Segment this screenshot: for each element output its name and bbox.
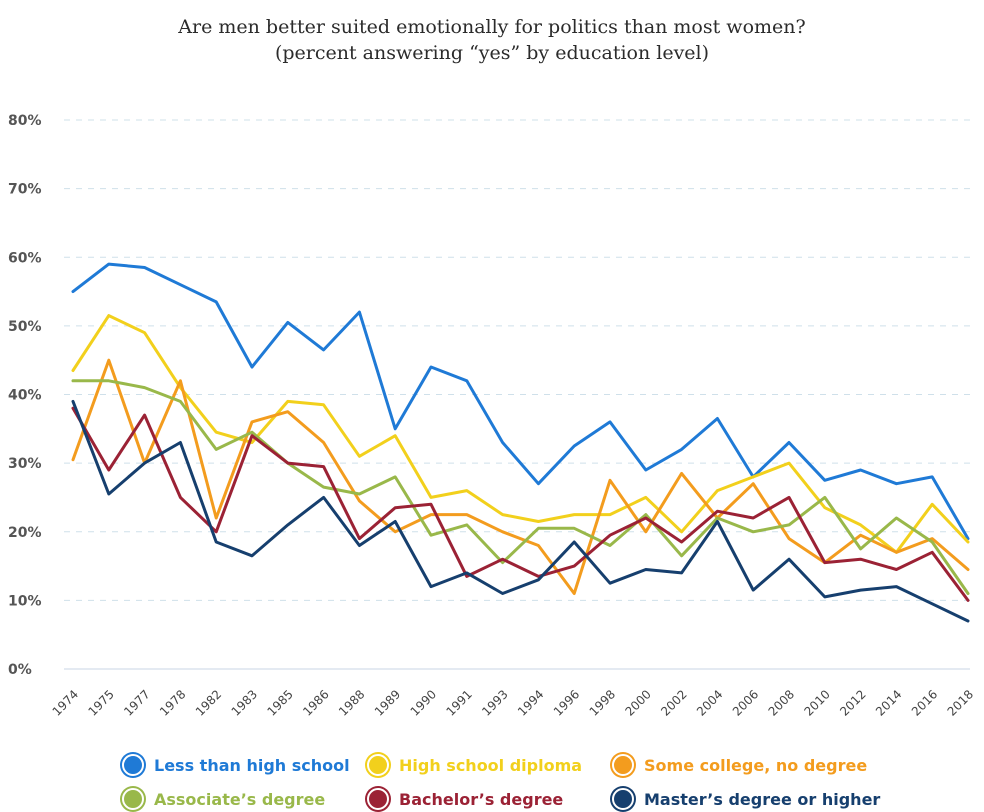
legend-label: Bachelor’s degree — [399, 789, 564, 809]
x-tick-label: 1982 — [193, 687, 224, 718]
y-tick-label: 60% — [8, 250, 42, 266]
x-tick-label: 1994 — [515, 687, 546, 718]
series-line — [71, 379, 970, 595]
x-tick-label: 1996 — [551, 687, 582, 718]
x-tick-label: 1989 — [372, 687, 403, 718]
grid-lines — [64, 119, 970, 670]
x-tick-label: 2008 — [766, 687, 797, 718]
legend-label: Master’s degree or higher — [644, 789, 881, 809]
legend-label: Associate’s degree — [154, 789, 326, 809]
legend-item: Bachelor’s degree — [367, 786, 563, 812]
x-tick-label: 2010 — [801, 687, 832, 718]
legend-item: Some college, no degree — [612, 752, 867, 778]
x-tick-label: 1983 — [229, 687, 260, 718]
legend-swatch — [122, 788, 144, 810]
x-axis-ticks: 1974 1975 1977 1978 1982 1983 1985 1986 1988 1989… — [50, 687, 976, 718]
chart-title-block: Are men better suited emotionally for po… — [0, 14, 984, 66]
x-tick-label: 2000 — [622, 687, 653, 718]
y-tick-label: 80% — [8, 113, 42, 129]
series-line — [71, 262, 970, 541]
y-tick-label: 10% — [8, 593, 42, 609]
x-tick-label: 2016 — [909, 687, 940, 718]
x-tick-label: 1977 — [121, 687, 152, 718]
x-tick-label: 2014 — [873, 687, 904, 718]
x-tick-label: 2018 — [945, 687, 976, 718]
y-tick-label: 40% — [8, 388, 42, 404]
x-tick-label: 1986 — [300, 687, 331, 718]
y-tick-label: 20% — [8, 525, 42, 541]
series-line — [71, 406, 970, 602]
x-tick-label: 1991 — [443, 687, 474, 718]
series-line — [71, 399, 970, 623]
y-tick-label: 50% — [8, 319, 42, 335]
x-tick-label: 1985 — [264, 687, 295, 718]
legend-label: Some college, no degree — [644, 755, 868, 775]
chart-subtitle: (percent answering “yes” by education le… — [274, 42, 710, 64]
y-axis-ticks: 0% 10% 20% 30% 40% 50% 60% 70% 80% — [8, 113, 42, 678]
series-lines — [71, 262, 970, 623]
chart-title: Are men better suited emotionally for po… — [178, 16, 806, 38]
x-tick-label: 1978 — [157, 687, 188, 718]
legend-swatch — [367, 788, 389, 810]
series-line — [71, 358, 970, 595]
legend-swatch — [122, 754, 144, 776]
x-tick-label: 1988 — [336, 687, 367, 718]
legend-item: High school diploma — [367, 752, 582, 778]
x-tick-label: 2004 — [694, 687, 725, 718]
x-tick-label: 1990 — [408, 687, 439, 718]
x-tick-label: 1975 — [85, 687, 116, 718]
x-tick-label: 2002 — [658, 687, 689, 718]
y-tick-label: 30% — [8, 456, 42, 472]
x-tick-label: 2012 — [837, 687, 868, 718]
legend-swatch — [612, 788, 634, 810]
legend-item: Less than high school — [122, 752, 350, 778]
legend-label: Less than high school — [154, 755, 350, 775]
x-tick-label: 2006 — [730, 687, 761, 718]
x-tick-label: 1993 — [479, 687, 510, 718]
y-tick-label: 70% — [8, 182, 42, 198]
legend-swatch — [367, 754, 389, 776]
y-tick-label: 0% — [8, 662, 32, 678]
x-tick-label: 1974 — [50, 687, 81, 718]
x-tick-label: 1998 — [587, 687, 618, 718]
legend-label: High school diploma — [399, 755, 583, 775]
legend-item: Associate’s degree — [122, 786, 325, 812]
legend-item: Master’s degree or higher — [612, 786, 880, 812]
legend-swatch — [612, 754, 634, 776]
